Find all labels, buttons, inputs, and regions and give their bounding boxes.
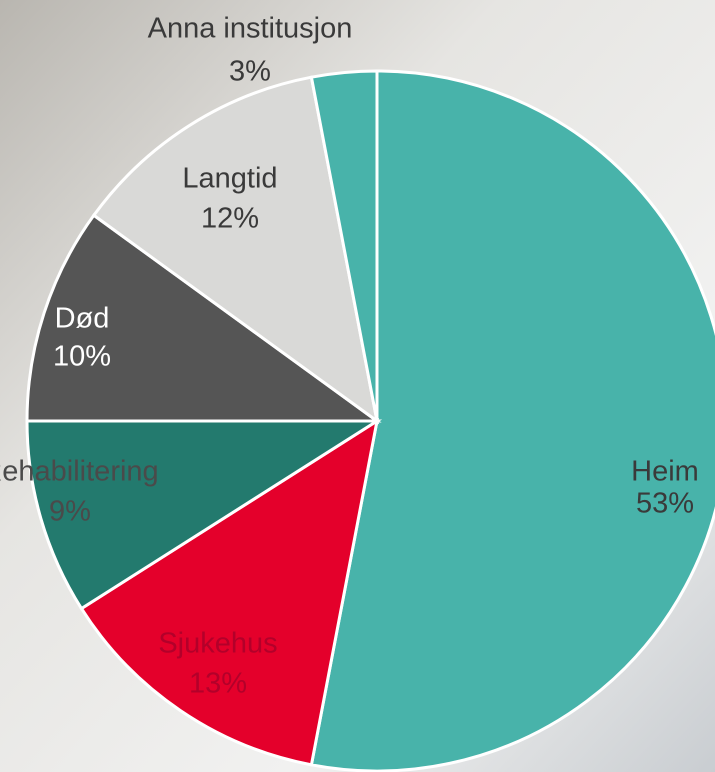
slice-label: Død: [55, 303, 110, 335]
slice-value-label: 12%: [201, 203, 259, 235]
slice-label: Rehabilitering: [0, 456, 159, 488]
pie-slice: [91, 75, 380, 425]
pie: [25, 69, 715, 772]
slice-label: Sjukehus: [158, 628, 277, 660]
pie-slice: [309, 69, 715, 772]
slice-label: Langtid: [182, 163, 277, 195]
pie-slice: [79, 417, 380, 767]
slice-label: Heim: [631, 456, 699, 488]
slice-value-label: 13%: [189, 668, 247, 700]
slice-value-label: 3%: [229, 56, 271, 88]
pie-slice: [25, 419, 383, 611]
pie-slice: [25, 213, 382, 423]
slice-label: Anna institusjon: [148, 13, 353, 45]
slice-value-label: 9%: [49, 496, 91, 528]
pie-slice: [309, 69, 379, 422]
slice-value-label: 10%: [53, 341, 111, 373]
slice-value-label: 53%: [636, 488, 694, 520]
